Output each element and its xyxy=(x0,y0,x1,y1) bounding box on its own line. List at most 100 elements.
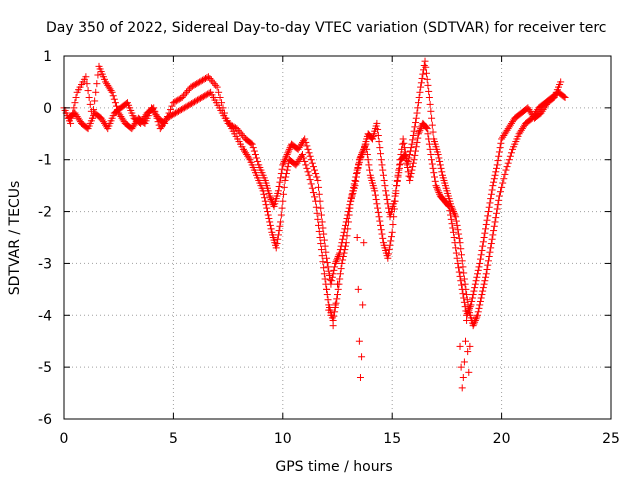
data-point xyxy=(385,246,393,254)
data-point xyxy=(266,221,274,229)
data-point xyxy=(306,176,314,184)
data-point xyxy=(347,197,355,205)
data-point xyxy=(432,182,440,190)
data-point xyxy=(337,242,345,250)
data-point xyxy=(478,246,486,254)
data-point xyxy=(394,173,402,181)
data-point xyxy=(282,152,290,160)
data-point xyxy=(329,270,337,278)
data-point xyxy=(184,87,192,95)
data-point xyxy=(453,254,461,262)
data-point xyxy=(409,132,417,140)
data-point xyxy=(377,226,385,234)
data-point xyxy=(303,142,311,150)
data-point xyxy=(452,213,460,221)
data-point xyxy=(413,138,421,146)
data-point xyxy=(152,111,160,119)
data-point xyxy=(374,132,382,140)
data-point xyxy=(82,73,90,81)
data-point xyxy=(495,192,503,200)
data-point xyxy=(414,130,422,138)
data-point xyxy=(309,163,317,171)
data-point xyxy=(449,208,457,216)
x-tick-label: 25 xyxy=(602,431,620,447)
data-point xyxy=(261,194,269,202)
data-point xyxy=(413,109,421,117)
data-point xyxy=(414,99,422,107)
data-point xyxy=(320,270,328,278)
data-point xyxy=(199,76,207,84)
data-point xyxy=(207,76,215,84)
data-point xyxy=(486,248,494,256)
data-point xyxy=(463,310,471,318)
data-point xyxy=(561,93,569,101)
data-point xyxy=(337,265,345,273)
data-point xyxy=(425,93,433,101)
data-point xyxy=(493,205,501,213)
data-point xyxy=(425,135,433,143)
data-point xyxy=(93,80,101,88)
data-point xyxy=(425,140,433,148)
data-point xyxy=(153,114,161,122)
data-point xyxy=(351,176,359,184)
data-point xyxy=(360,239,368,247)
data-point xyxy=(405,154,413,162)
x-tick-label: 5 xyxy=(169,431,178,447)
data-point xyxy=(304,168,312,176)
data-point xyxy=(330,266,338,274)
data-point xyxy=(424,130,432,138)
data-point xyxy=(449,206,457,214)
data-point xyxy=(317,246,325,254)
data-point xyxy=(384,200,392,208)
data-point xyxy=(328,277,336,285)
data-point xyxy=(266,218,274,226)
data-point xyxy=(396,160,404,168)
data-point xyxy=(407,144,415,152)
data-point xyxy=(498,183,506,191)
data-point xyxy=(84,87,92,95)
data-point xyxy=(309,189,317,197)
data-point xyxy=(467,301,475,309)
data-point xyxy=(317,204,325,212)
data-point xyxy=(455,264,463,272)
data-point xyxy=(391,197,399,205)
data-point xyxy=(333,295,341,303)
data-point xyxy=(382,191,390,199)
data-point xyxy=(474,266,482,274)
data-point xyxy=(502,166,510,174)
data-point xyxy=(205,89,213,97)
data-point xyxy=(356,374,364,382)
data-point xyxy=(314,176,322,184)
data-point xyxy=(494,201,502,209)
data-point xyxy=(342,221,350,229)
data-point xyxy=(352,170,360,178)
data-point xyxy=(379,234,387,242)
data-point xyxy=(371,191,379,199)
data-point xyxy=(274,187,282,195)
data-point xyxy=(216,93,224,101)
data-point xyxy=(465,306,473,314)
data-point xyxy=(168,102,176,110)
data-point xyxy=(435,189,443,197)
data-point xyxy=(363,145,371,153)
data-point xyxy=(460,294,468,302)
data-point xyxy=(265,214,273,222)
data-point xyxy=(466,303,474,311)
data-point xyxy=(332,299,340,307)
data-point xyxy=(261,197,269,205)
data-point xyxy=(317,240,325,248)
series-2 xyxy=(323,234,474,392)
data-point xyxy=(284,149,292,157)
data-point xyxy=(346,201,354,209)
data-point xyxy=(503,163,511,171)
data-point xyxy=(363,151,371,159)
data-point xyxy=(476,259,484,267)
data-point xyxy=(336,275,344,283)
data-point xyxy=(311,193,319,201)
data-point xyxy=(300,154,308,162)
data-point xyxy=(385,250,393,258)
data-point xyxy=(274,235,282,243)
data-point xyxy=(352,173,360,181)
data-point xyxy=(193,80,201,88)
data-point xyxy=(487,240,495,248)
